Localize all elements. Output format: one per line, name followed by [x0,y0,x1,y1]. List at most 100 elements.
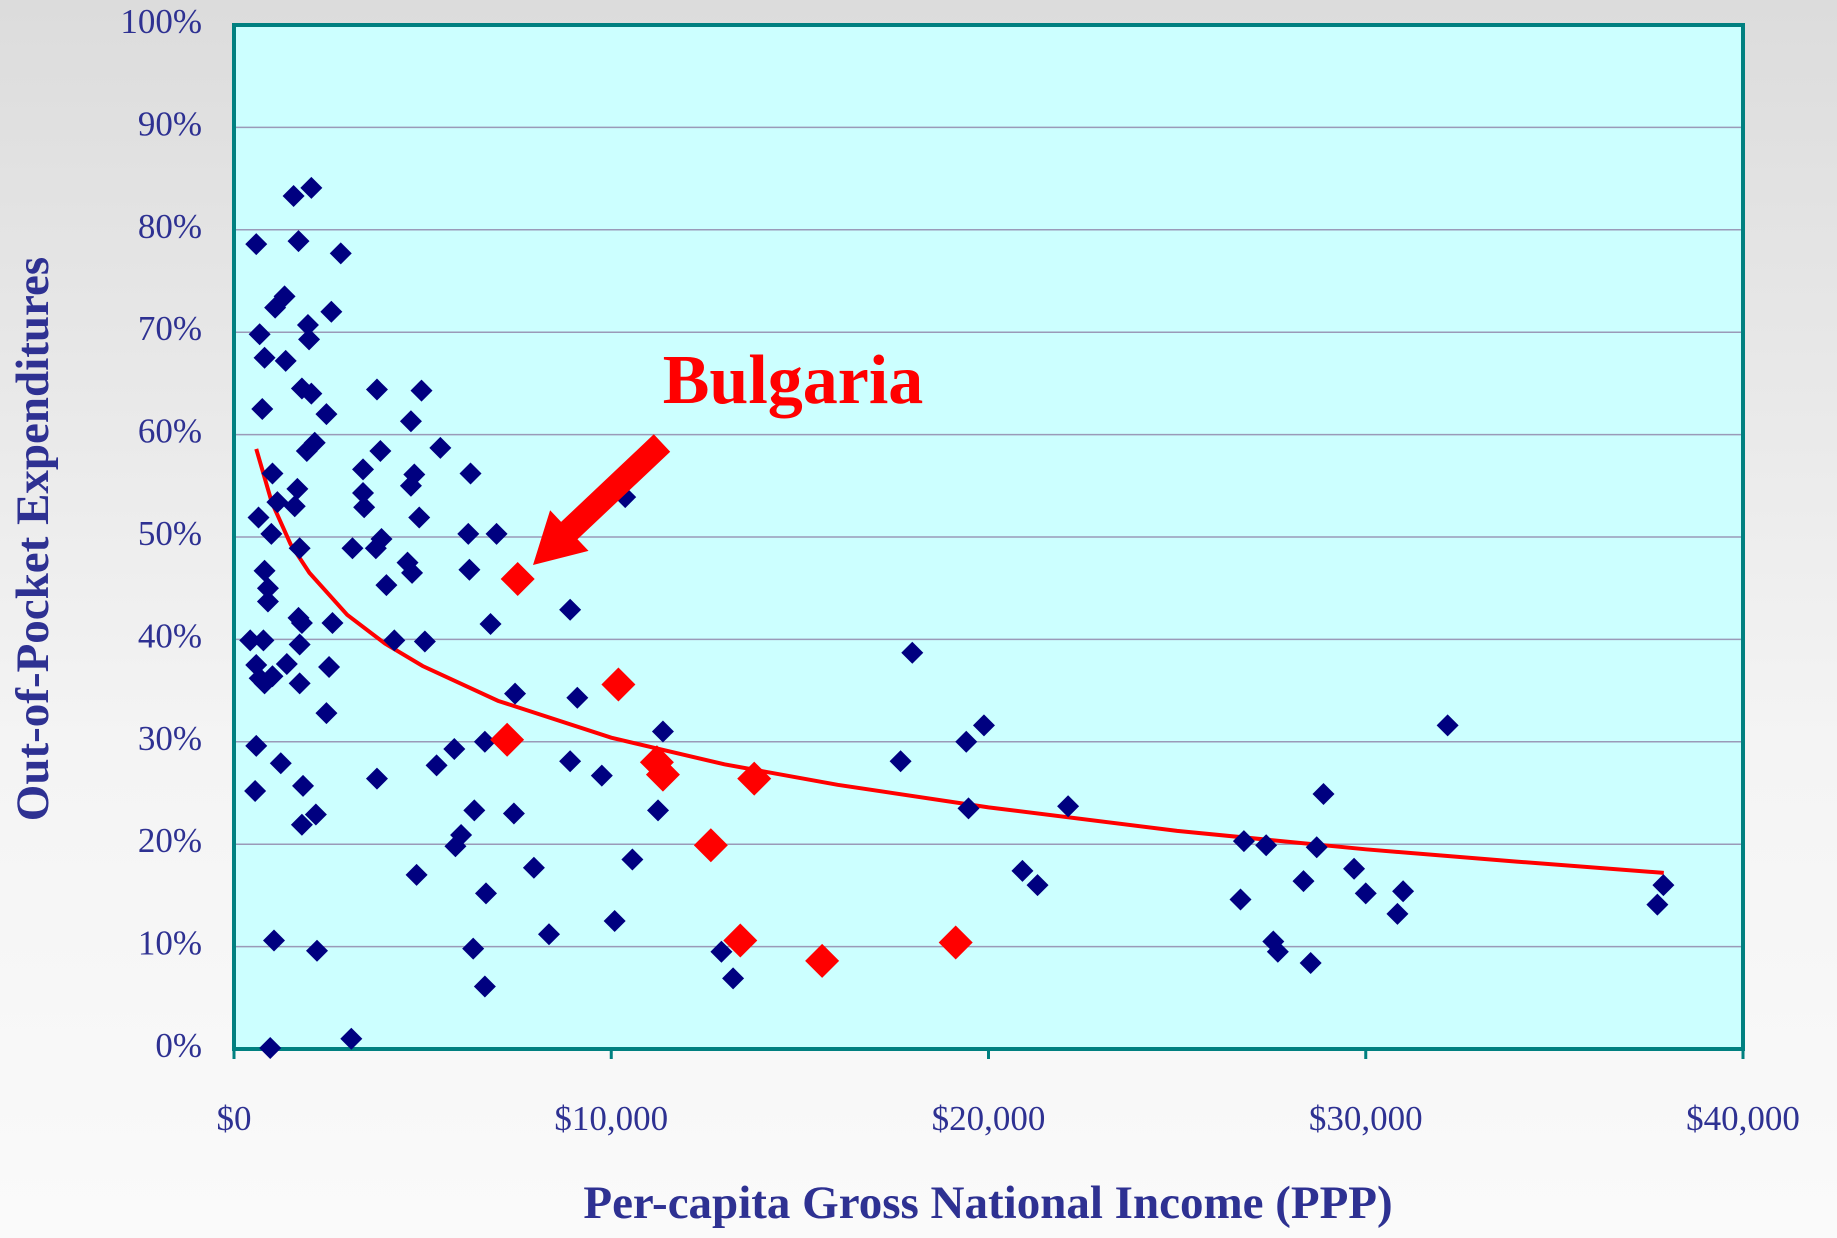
point [463,799,486,822]
point [266,491,289,514]
point [290,612,313,635]
point [1312,783,1335,806]
point [957,797,980,820]
point [253,346,276,369]
x-tick-label: $30,000 [1309,1099,1423,1138]
x-tick-label: $0 [217,1099,252,1138]
point [274,349,297,372]
point [298,328,321,351]
point [239,629,262,652]
point [955,730,978,753]
y-tick-label: 20% [138,821,202,860]
point [321,612,344,635]
y-tick-label: 90% [138,104,202,143]
point [500,561,535,596]
point [341,537,364,560]
point [305,939,328,962]
x-axis-title: Per-capita Gross National Income (PPP) [583,1177,1392,1229]
point [1305,836,1328,859]
x-tick-label: $10,000 [554,1099,668,1138]
point [288,633,311,656]
point [315,403,338,426]
point [502,802,525,825]
point [1343,857,1366,880]
point [1232,830,1255,853]
point [479,613,502,636]
point [320,300,343,323]
point [1011,859,1034,882]
y-tick-label: 30% [138,719,202,758]
point [248,323,271,346]
point [645,757,680,792]
point [425,754,448,777]
point [590,764,613,787]
point [295,439,318,462]
point [901,641,924,664]
point [1392,880,1415,903]
point [253,559,276,582]
point [972,714,995,737]
point [538,923,561,946]
point [889,750,912,773]
point [603,910,626,932]
point [340,1027,363,1050]
y-tick-label: 0% [155,1026,202,1065]
point [621,848,644,871]
point [490,722,525,757]
point [410,379,433,402]
point [365,378,388,401]
point [1057,795,1080,818]
point [256,590,279,613]
point [365,767,388,790]
point [722,967,745,990]
point [723,923,758,958]
point [473,730,496,753]
point [261,462,284,485]
x-tick-label: $20,000 [932,1099,1046,1138]
point [559,598,582,621]
point [262,929,285,952]
point [1386,902,1409,925]
point [383,629,406,652]
annotation-arrow [533,434,671,565]
point [405,863,428,886]
point [429,436,452,459]
point [408,506,431,529]
point [352,481,375,504]
point [318,656,341,679]
point [288,537,311,560]
point [737,761,772,796]
point [413,630,436,653]
y-tick-label: 80% [138,207,202,246]
point [710,940,733,963]
point [353,496,376,519]
point [287,230,310,253]
point [459,462,482,485]
point [462,937,485,960]
point [473,975,496,998]
point [304,803,327,826]
point [288,672,311,695]
point [245,734,268,757]
point [401,561,424,584]
point [275,652,298,675]
plot-border [232,23,1745,1051]
point [693,828,728,863]
y-tick-label: 100% [120,2,202,41]
point [938,925,973,960]
point [315,702,338,725]
point [458,558,481,581]
point [444,835,467,858]
point [1292,870,1315,893]
point [245,233,268,256]
point [651,720,674,743]
point [290,813,313,836]
point [247,506,270,529]
point [251,398,274,420]
point [300,176,323,199]
point [352,458,375,481]
point [399,410,422,433]
point [522,856,545,879]
point [1299,951,1322,974]
